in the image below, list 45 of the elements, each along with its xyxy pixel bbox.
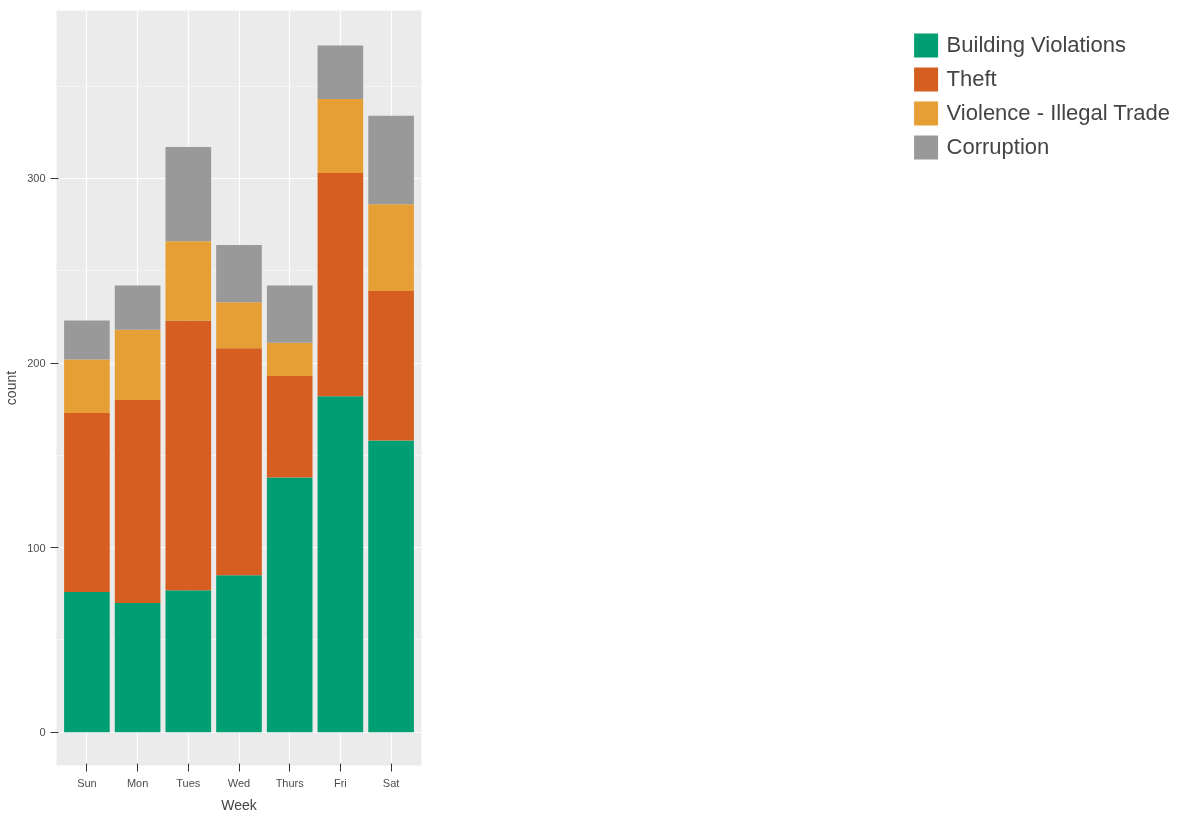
bar — [266, 477, 313, 733]
bar — [216, 575, 262, 733]
bar — [368, 440, 414, 733]
x-tick-label: Fri — [333, 776, 347, 789]
x-tick-label: Wed — [227, 776, 251, 789]
bar — [368, 204, 414, 292]
x-tick-label: Tues — [176, 776, 201, 789]
bar — [317, 172, 364, 397]
bar — [317, 45, 364, 100]
bar — [64, 591, 110, 733]
bar — [114, 603, 161, 733]
bar — [165, 147, 212, 242]
bar — [216, 302, 262, 349]
y-tick-label: 0 — [39, 726, 46, 739]
y-axis-title: count — [3, 370, 20, 406]
y-tick-label: 300 — [27, 172, 46, 185]
bar — [368, 291, 414, 441]
bar — [266, 376, 313, 478]
bar — [216, 244, 262, 303]
x-tick-label: Thurs — [275, 776, 305, 789]
legend-label: Violence - Illegal Trade — [946, 100, 1170, 126]
bar — [266, 342, 313, 376]
legend-label: Theft — [946, 66, 997, 92]
bar — [64, 359, 110, 413]
bar — [64, 412, 110, 592]
legend-label: Building Violations — [946, 32, 1126, 58]
bar — [165, 241, 212, 321]
bar — [165, 320, 212, 591]
x-tick-label: Sun — [77, 776, 97, 789]
y-tick-label: 200 — [27, 357, 46, 370]
x-tick-label: Sat — [382, 776, 400, 789]
bar — [317, 99, 364, 173]
bar — [216, 348, 262, 576]
bar — [114, 285, 161, 330]
bar — [114, 329, 161, 400]
bar — [165, 590, 212, 733]
x-tick-label: Mon — [126, 776, 149, 789]
legend-label: Corruption — [946, 134, 1050, 160]
bar — [266, 285, 313, 343]
y-tick-label: 100 — [27, 541, 46, 554]
bar — [114, 400, 161, 604]
bar — [368, 115, 414, 205]
x-axis-title: Week — [221, 796, 258, 813]
bar — [317, 396, 364, 733]
bar — [64, 320, 110, 360]
